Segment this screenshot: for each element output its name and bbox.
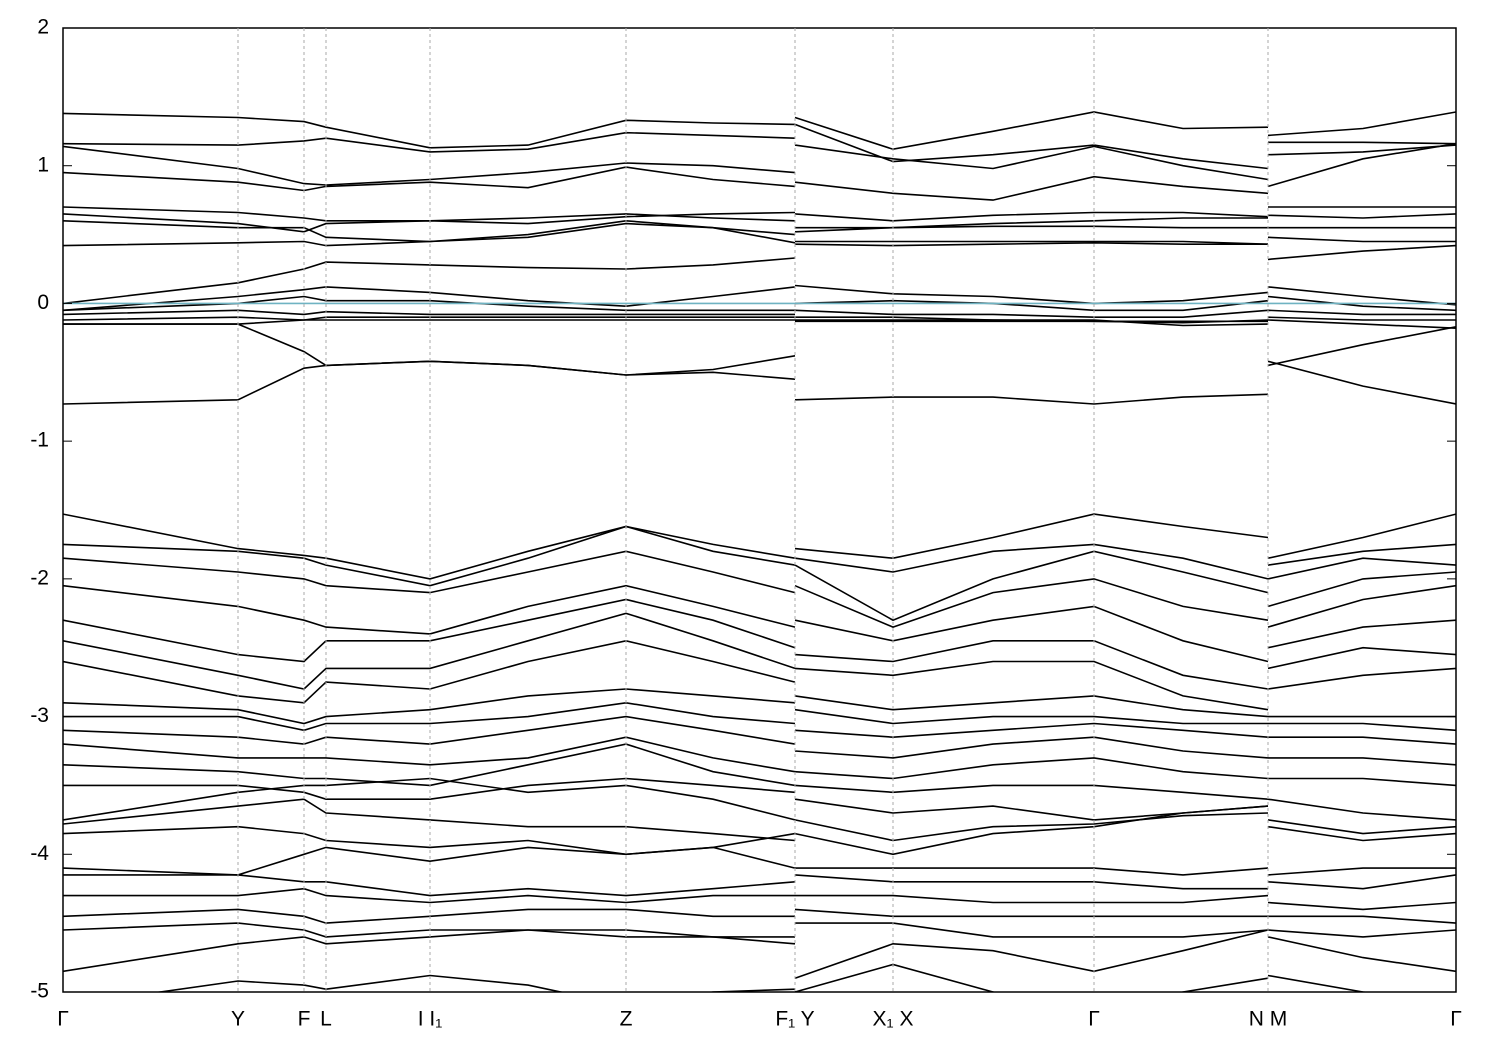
band-line bbox=[63, 798, 1456, 842]
band-line bbox=[63, 701, 1456, 732]
y-tick-label: 0 bbox=[37, 291, 49, 314]
y-tick-label: 1 bbox=[37, 153, 49, 176]
frame bbox=[62, 27, 1457, 993]
band-line bbox=[63, 513, 1456, 580]
x-tick-label: F bbox=[298, 1008, 311, 1031]
band-line bbox=[63, 123, 1456, 170]
band-line bbox=[63, 612, 1456, 690]
band-line bbox=[63, 887, 1456, 911]
band-line bbox=[63, 736, 1456, 773]
band-line bbox=[63, 320, 1456, 380]
band-line bbox=[63, 846, 1456, 876]
x-tick-label: L bbox=[320, 1008, 332, 1031]
x-tick-label: Γ bbox=[1450, 1008, 1462, 1031]
x-tick-label: I I₁ bbox=[418, 1008, 443, 1031]
x-tick-label: Z bbox=[620, 1008, 633, 1031]
band-line bbox=[63, 667, 1456, 725]
y-tick-label: -3 bbox=[30, 704, 49, 727]
x-tick-label: Y bbox=[231, 1008, 245, 1031]
y-tick-label: -4 bbox=[30, 842, 49, 865]
x-tick-label: N M bbox=[1249, 1008, 1288, 1031]
x-tick-label: F₁ Y bbox=[775, 1008, 814, 1031]
y-tick-label: 2 bbox=[37, 16, 49, 39]
band-line bbox=[63, 874, 1456, 897]
y-tick-label: -1 bbox=[30, 429, 49, 452]
x-tick-label: Γ bbox=[57, 1008, 69, 1031]
band-line bbox=[63, 219, 1456, 247]
band-line bbox=[63, 111, 1456, 151]
y-tick-label: -2 bbox=[30, 566, 49, 589]
band-line bbox=[63, 525, 1456, 587]
band-line bbox=[63, 777, 1456, 800]
x-tick-label: Γ bbox=[1088, 1008, 1100, 1031]
band-line bbox=[63, 571, 1456, 635]
y-tick-label: -5 bbox=[30, 980, 49, 1003]
band-line bbox=[154, 963, 1369, 992]
x-tick-label: X₁ X bbox=[873, 1008, 914, 1031]
band-line bbox=[63, 142, 1456, 201]
band-line bbox=[63, 309, 1456, 318]
